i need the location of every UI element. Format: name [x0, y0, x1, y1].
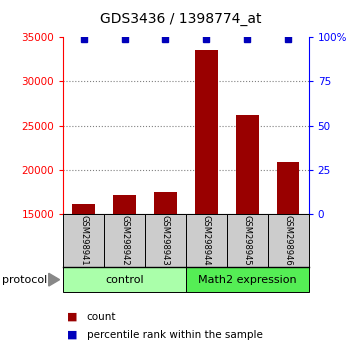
- Bar: [195, 51, 218, 214]
- Text: ■: ■: [67, 312, 77, 322]
- Text: protocol: protocol: [2, 275, 47, 285]
- Text: GSM298945: GSM298945: [243, 215, 252, 266]
- Text: Math2 expression: Math2 expression: [198, 275, 297, 285]
- Bar: [72, 204, 95, 214]
- Text: control: control: [105, 275, 144, 285]
- Bar: [154, 192, 177, 214]
- Bar: [236, 115, 258, 214]
- Polygon shape: [49, 273, 60, 286]
- Text: GSM298946: GSM298946: [284, 215, 293, 266]
- Text: count: count: [87, 312, 116, 322]
- Text: GSM298944: GSM298944: [202, 215, 211, 266]
- Text: ■: ■: [67, 330, 77, 339]
- Text: GSM298943: GSM298943: [161, 215, 170, 266]
- Text: GSM298942: GSM298942: [120, 215, 129, 266]
- Text: GSM298941: GSM298941: [79, 215, 88, 266]
- Text: GDS3436 / 1398774_at: GDS3436 / 1398774_at: [100, 12, 261, 27]
- Bar: [277, 162, 299, 214]
- Bar: [113, 195, 136, 214]
- Text: percentile rank within the sample: percentile rank within the sample: [87, 330, 262, 339]
